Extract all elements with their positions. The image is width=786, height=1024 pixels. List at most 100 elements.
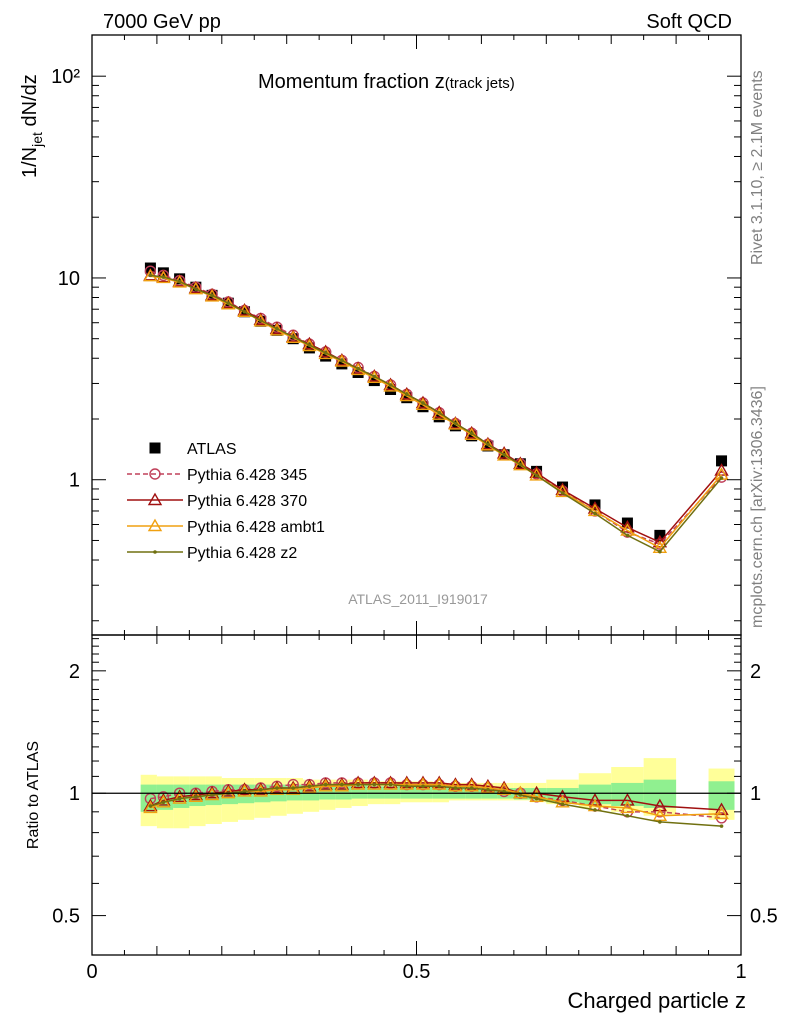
pythia-6-428-ambt1-point (334, 778, 350, 792)
atlas-point (621, 517, 633, 529)
pythia-6-428-z2-point (388, 782, 393, 787)
pythia-6-428-ambt1-point (204, 289, 220, 302)
legend: ATLAS Pythia 6.428 345 Pythia 6.428 370 Pyt… (127, 441, 325, 562)
pythia-6-428-ambt1-point (480, 780, 496, 794)
pythia-6-428-z2-point (437, 784, 442, 789)
main-plot-title: Momentum fraction z(track jets) (258, 71, 515, 93)
pythia-6-428-ambt1-point (496, 782, 512, 795)
pythia-6-428-345-point (149, 468, 161, 480)
pythia-6-428-z2-point (625, 533, 630, 538)
pythia-6-428-z2-point (242, 309, 247, 314)
pythia-6-428-ambt1-point (285, 330, 301, 344)
pythia-6-428-z2-point (356, 366, 360, 371)
legend-label-atlas: ATLAS (187, 441, 237, 458)
pythia-6-428-z2-point (453, 421, 458, 426)
pythia-6-428-ambt1-point (318, 346, 333, 360)
pythia-6-428-ambt1-point (285, 782, 301, 795)
pythia-6-428-z2-point (372, 782, 377, 787)
pythia-6-428-z2-point (719, 476, 724, 480)
pythia-6-428-z2-point (148, 273, 153, 278)
pythia-6-428-z2-point (275, 326, 279, 331)
pythia-6-428-ambt1-point (587, 503, 603, 517)
pythia-6-428-z2-point (153, 550, 157, 554)
pythia-6-428-z2-point (210, 293, 214, 298)
x-tick-label: 1 (735, 961, 746, 983)
ratio-y-tick-label-left: 1 (69, 783, 80, 805)
pythia-6-428-370-point (221, 784, 236, 797)
pythia-6-428-370-point (529, 465, 544, 479)
pythia-6-428-370-point (587, 793, 603, 806)
ratio-y-axis-label: Ratio to ATLAS (25, 741, 42, 849)
legend-label-pythia-6-428-370: Pythia 6.428 370 (187, 493, 307, 510)
pythia-6-428-z2-point (340, 358, 344, 363)
pythia-6-428-z2-point (323, 351, 328, 355)
pythia-6-428-ambt1-point (620, 800, 635, 814)
pythia-6-428-z2-point (719, 824, 724, 828)
pythia-6-428-z2-point (502, 789, 506, 794)
pythia-6-428-z2-point (518, 462, 523, 467)
pythia-6-428-ambt1-point (513, 457, 528, 471)
main-y-tick-label: 10² (51, 66, 80, 88)
pythia-6-428-z2-point (242, 789, 247, 794)
pythia-6-428-370-point (172, 789, 187, 802)
pythia-6-428-ambt1-point (555, 794, 570, 808)
x-tick-label: 0.5 (403, 961, 431, 983)
pythia-6-428-z2-point (258, 787, 263, 792)
pythia-6-428-370-point (383, 775, 398, 789)
main-y-tick-label: 10 (58, 268, 80, 290)
pythia-6-428-ambt1-point (529, 468, 544, 481)
legend-label-pythia-6-428-ambt1: Pythia 6.428 ambt1 (187, 519, 325, 536)
atlas-point (336, 358, 348, 370)
pythia-6-428-ambt1-point (529, 789, 544, 802)
pythia-6-428-z2-point (177, 279, 182, 284)
pythia-6-428-370-point (147, 492, 163, 506)
pythia-6-428-z2-point (356, 782, 360, 787)
pythia-6-428-z2-point (534, 473, 539, 478)
pythia-6-428-ambt1-point (143, 800, 158, 814)
pythia-6-428-ambt1-point (383, 379, 398, 392)
ratio-y-tick-label-right: 0.5 (750, 906, 778, 928)
pythia-6-428-z2-point (177, 796, 182, 801)
ratio-stat-band (708, 781, 735, 810)
pythia-6-428-ambt1-point (147, 518, 163, 532)
atlas-point (417, 401, 429, 413)
pythia-6-428-z2-point (437, 410, 442, 415)
pythia-6-428-ambt1-point (496, 447, 512, 461)
atlas-point (174, 273, 186, 285)
pythia-6-428-370-point (620, 520, 635, 533)
atlas-point (149, 442, 161, 454)
pythia-6-428-z2-point (518, 793, 523, 797)
ratio-y-tick-label-right: 1 (750, 783, 761, 805)
pythia-6-428-z2-line (150, 274, 723, 553)
pythia-6-428-370-point (188, 787, 204, 801)
pythia-6-428-z2-point (625, 813, 630, 818)
header-left: 7000 GeV pp (103, 11, 221, 33)
mcplots-reference: mcplots.cern.ch [arXiv:1306.3436] (749, 386, 766, 628)
pythia-6-428-z2-point (258, 318, 263, 323)
pythia-6-428-ambt1-point (415, 777, 431, 790)
main-y-axis-label: 1/Njet dN/dz (19, 74, 45, 178)
pythia-6-428-345-point (654, 806, 666, 818)
ratio-y-tick-label-left: 2 (69, 661, 80, 683)
pythia-6-428-z2-point (388, 383, 393, 387)
main-plot-series (143, 262, 729, 554)
pythia-6-428-z2-point (194, 287, 198, 291)
pythia-6-428-z2-point (404, 392, 409, 397)
atlas-point (716, 455, 728, 467)
pythia-6-428-z2-point (307, 784, 312, 789)
pythia-6-428-ambt1-point (513, 785, 528, 799)
pythia-6-428-z2-point (658, 549, 662, 554)
axes: 0 0.5 1 1 10 10² 0.5 0.5 1 1 2 2 (51, 34, 778, 983)
x-tick-label: 0 (86, 961, 97, 983)
pythia-6-428-370-point (432, 405, 447, 418)
pythia-6-428-z2-point (593, 808, 597, 812)
pythia-6-428-z2-point (194, 794, 198, 799)
pythia-6-428-370-point (156, 793, 171, 806)
x-axis-label: Charged particle z (567, 988, 746, 1013)
pythia-6-428-ambt1-point (221, 296, 236, 310)
pythia-6-428-z2-point (486, 787, 490, 792)
pythia-6-428-ambt1-point (334, 354, 350, 367)
pythia-6-428-z2-point (453, 786, 458, 790)
pythia-6-428-ambt1-point (714, 806, 729, 819)
